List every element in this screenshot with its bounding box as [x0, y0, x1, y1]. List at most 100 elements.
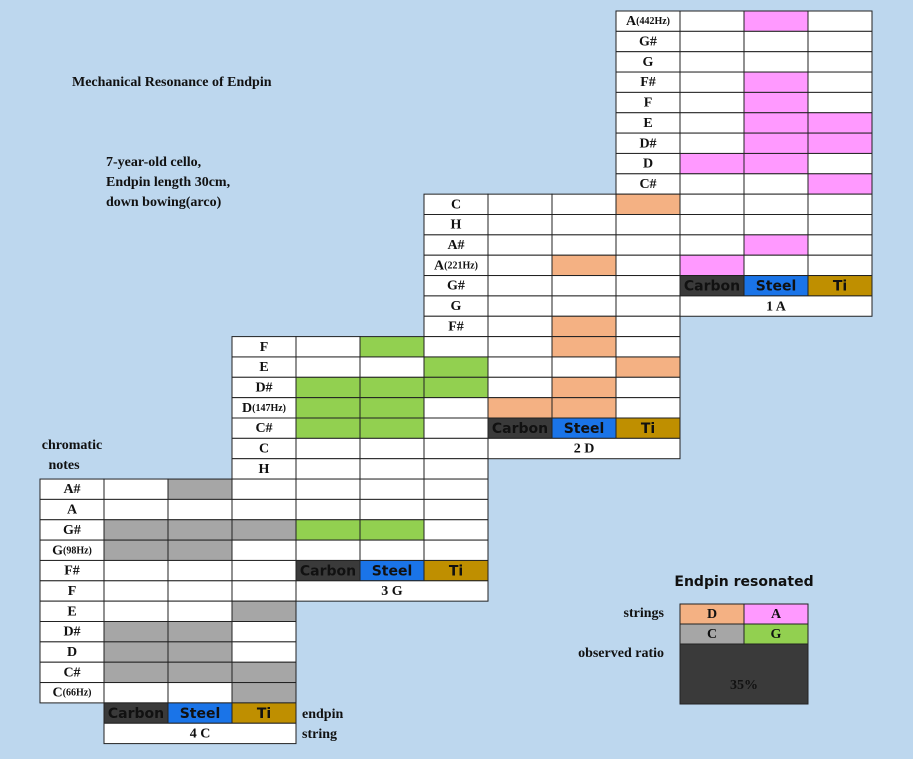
cell — [743, 51, 809, 73]
note-label: A(221Hz) — [434, 259, 478, 274]
cell — [167, 682, 233, 704]
notes-label: notes — [48, 458, 80, 473]
strings-label: strings — [624, 606, 665, 621]
cell — [359, 437, 425, 460]
cell — [679, 152, 745, 175]
note-name: F — [260, 340, 269, 355]
legend-label: Ti — [641, 421, 655, 437]
cell — [103, 641, 169, 663]
cell — [231, 580, 297, 602]
cell — [743, 214, 809, 236]
cell — [743, 193, 809, 215]
note-label: G# — [639, 35, 657, 50]
cell — [743, 30, 809, 53]
cell — [487, 295, 553, 317]
title: Mechanical Resonance of Endpin — [72, 75, 272, 90]
cell — [615, 336, 681, 358]
note-name: G — [643, 55, 654, 70]
note-name: D# — [255, 381, 272, 396]
cell — [103, 498, 169, 521]
cell — [231, 621, 297, 643]
legend-label: Ti — [257, 706, 271, 722]
note-freq: (147Hz) — [252, 403, 286, 414]
cell — [231, 641, 297, 663]
cell — [615, 356, 681, 378]
note-label: C# — [639, 177, 656, 192]
cell — [615, 295, 681, 317]
note-name: G# — [63, 523, 81, 538]
cell — [807, 91, 873, 114]
cell — [551, 315, 617, 338]
note-label: F — [644, 96, 653, 111]
cell — [807, 254, 873, 277]
cell — [423, 519, 489, 541]
cell — [103, 682, 169, 704]
note-label: H — [451, 218, 462, 233]
cell — [807, 152, 873, 175]
cell — [679, 173, 745, 195]
cell — [231, 498, 297, 521]
note-label: C — [259, 442, 269, 457]
note-name: D — [643, 157, 653, 172]
cell — [295, 397, 361, 419]
cell — [807, 30, 873, 53]
cell — [295, 417, 361, 439]
note-name: D — [67, 645, 77, 660]
cell — [487, 254, 553, 277]
note-label: E — [259, 360, 268, 375]
cell — [743, 132, 809, 154]
cell — [679, 214, 745, 236]
cell — [295, 519, 361, 541]
legend-label: Ti — [449, 564, 463, 580]
cell — [807, 193, 873, 215]
note-label: A# — [447, 238, 464, 253]
cell — [487, 397, 553, 419]
note-label: F# — [448, 320, 464, 335]
cell — [423, 458, 489, 480]
cell — [679, 10, 745, 32]
note-label: G# — [447, 279, 465, 294]
cell — [679, 51, 745, 73]
cell — [679, 91, 745, 114]
cell — [103, 621, 169, 643]
cell — [295, 498, 361, 521]
subtitle: down bowing(arco) — [106, 195, 222, 210]
cell — [359, 356, 425, 378]
note-name: F# — [448, 320, 464, 335]
cell — [551, 356, 617, 378]
cell — [295, 478, 361, 500]
note-label: F# — [640, 75, 656, 90]
string-cell — [103, 722, 297, 745]
note-name: G# — [639, 35, 657, 50]
cell — [615, 397, 681, 419]
note-name: D# — [639, 136, 656, 151]
note-name: C# — [255, 421, 272, 436]
note-label: D — [67, 645, 77, 660]
note-name: C — [52, 686, 62, 701]
note-name: E — [67, 605, 76, 620]
cell — [487, 275, 553, 297]
cell — [551, 295, 617, 317]
note-name: F# — [640, 75, 656, 90]
note-freq: (66Hz) — [63, 688, 92, 699]
cell — [231, 600, 297, 623]
cell — [423, 397, 489, 419]
cell — [423, 417, 489, 439]
note-label: G(98Hz) — [52, 543, 92, 558]
note-label: F# — [64, 564, 80, 579]
cell — [103, 580, 169, 602]
cell — [423, 478, 489, 500]
cell — [167, 661, 233, 684]
note-label: F — [68, 584, 77, 599]
cell — [359, 417, 425, 439]
note-name: C — [451, 198, 461, 213]
note-name: F — [644, 96, 653, 111]
cell — [295, 437, 361, 460]
note-label: D# — [255, 381, 272, 396]
cell — [551, 214, 617, 236]
cell — [295, 458, 361, 480]
string-key-label: G — [771, 627, 782, 642]
note-label: E — [643, 116, 652, 131]
cell — [807, 132, 873, 154]
cell — [359, 539, 425, 561]
